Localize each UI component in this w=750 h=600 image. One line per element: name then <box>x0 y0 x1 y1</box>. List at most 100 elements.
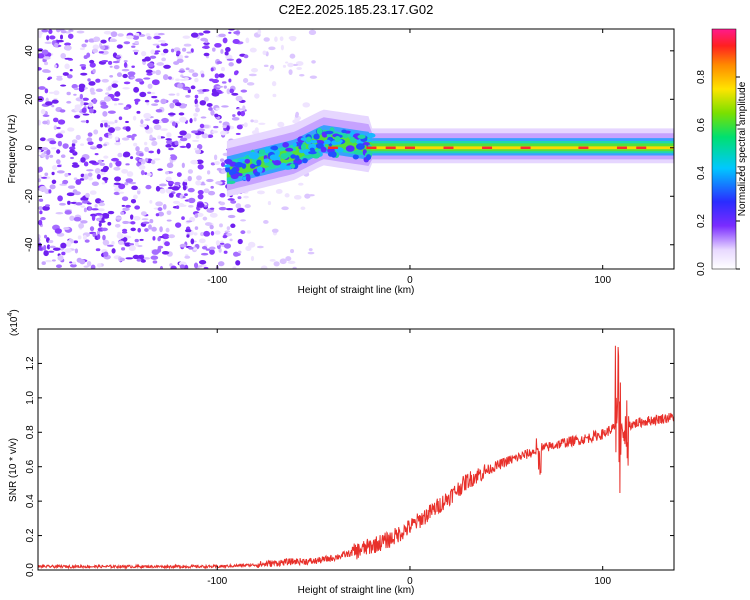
heatmap-noise-cell <box>71 139 78 144</box>
heatmap-noise-cell <box>51 259 56 262</box>
heatmap-noise-cell <box>99 220 106 223</box>
heatmap-noise-cell <box>196 175 202 181</box>
heatmap-noise-cell <box>113 191 121 196</box>
heatmap-noise-cell <box>226 226 231 231</box>
heatmap-noise-cell <box>56 264 62 269</box>
heatmap-noise-cell <box>172 200 181 205</box>
heatmap-noise-cell <box>56 77 63 81</box>
heatmap-noise-cell <box>91 181 99 186</box>
heatmap-noise-cell <box>240 89 248 93</box>
heatmap-noise-cell <box>192 139 200 142</box>
heatmap-noise-cell <box>176 50 181 55</box>
heatmap-noise-cell <box>165 227 170 233</box>
heatmap-noise-cell <box>44 61 49 66</box>
heatmap-noise-cell <box>139 123 147 128</box>
heatmap-noise-cell <box>243 122 248 128</box>
heatmap-noise-cell <box>235 203 242 209</box>
heatmap-noise-cell <box>304 193 311 199</box>
heatmap-frame <box>37 28 675 270</box>
heatmap-noise-cell <box>41 152 46 158</box>
heatmap-noise-cell <box>76 30 85 34</box>
heatmap-noise-cell <box>183 77 189 81</box>
heatmap-noise-cell <box>292 266 297 269</box>
heatmap-signal-cell <box>308 151 317 155</box>
heatmap-noise-cell <box>124 242 132 247</box>
heatmap-noise-cell <box>107 110 116 114</box>
heatmap-noise-cell <box>145 184 152 190</box>
heatmap-noise-cell <box>201 46 210 49</box>
colorbar-tick-label: 0.2 <box>696 214 707 228</box>
heatmap-noise-cell <box>48 29 53 35</box>
heatmap-noise-cell <box>260 265 268 269</box>
heatmap-noise-cell <box>281 206 289 211</box>
heatmap-noise-cell <box>208 107 213 111</box>
heatmap-noise-cell <box>141 58 147 62</box>
heatmap-noise-cell <box>117 102 124 106</box>
heatmap-noise-cell <box>167 112 176 116</box>
heatmap-y-tick-label: 0 <box>24 145 35 151</box>
heatmap-signal-cell <box>256 159 262 166</box>
heatmap-noise-cell <box>123 59 128 63</box>
heatmap-noise-cell <box>56 75 63 78</box>
heatmap-noise-cell <box>203 96 209 102</box>
heatmap-signal-cell <box>357 134 366 139</box>
heatmap-noise-cell <box>213 125 219 129</box>
heatmap-noise-cell <box>157 168 163 171</box>
heatmap-noise-cell <box>300 206 306 211</box>
heatmap-noise-cell <box>100 39 107 44</box>
heatmap-noise-cell <box>118 191 125 194</box>
heatmap-noise-cell <box>170 155 178 161</box>
heatmap-noise-cell <box>140 211 147 216</box>
heatmap-noise-cell <box>38 166 43 173</box>
heatmap-noise-cell <box>195 135 200 139</box>
heatmap-noise-cell <box>226 58 234 61</box>
heatmap-signal-cell <box>365 154 372 161</box>
heatmap-noise-cell <box>91 215 96 222</box>
heatmap-noise-cell <box>187 169 194 174</box>
heatmap-noise-cell <box>203 42 210 46</box>
heatmap-noise-cell <box>112 60 120 64</box>
heatmap-noise-cell <box>177 82 183 89</box>
heatmap-noise-cell <box>155 213 160 217</box>
heatmap-noise-cell <box>211 79 220 84</box>
heatmap-noise-cell <box>243 195 249 199</box>
heatmap-signal-cell <box>245 174 251 182</box>
heatmap-noise-cell <box>279 36 284 42</box>
heatmap-noise-cell <box>150 159 156 165</box>
heatmap-signal-cell <box>269 154 279 161</box>
heatmap-noise-cell <box>109 38 118 43</box>
heatmap-noise-cell <box>66 192 75 197</box>
heatmap-noise-cell <box>121 196 129 202</box>
heatmap-noise-cell <box>85 192 90 198</box>
heatmap-noise-cell <box>214 73 220 79</box>
heatmap-noise-cell <box>54 42 59 48</box>
heatmap-noise-cell <box>121 228 128 233</box>
heatmap-noise-cell <box>133 194 138 200</box>
heatmap-noise-cell <box>193 247 198 251</box>
heatmap-noise-cell <box>158 120 163 124</box>
heatmap-noise-cell <box>179 264 185 269</box>
heatmap-noise-cell <box>187 175 192 182</box>
heatmap-noise-cell <box>203 266 209 269</box>
heatmap-noise-cell <box>45 204 50 207</box>
heatmap-y-tick-label: 20 <box>24 93 35 105</box>
heatmap-signal-cell <box>310 139 318 144</box>
heatmap-noise-cell <box>308 248 313 252</box>
heatmap-noise-cell <box>151 103 159 106</box>
heatmap-noise-cell <box>263 64 269 68</box>
heatmap-noise-cell <box>134 238 139 243</box>
heatmap-noise-cell <box>195 180 202 186</box>
heatmap-noise-cell <box>46 149 51 156</box>
heatmap-noise-cell <box>157 207 163 212</box>
heatmap-noise-cell <box>194 213 199 218</box>
snr-x-tick-label: 0 <box>407 576 413 587</box>
heatmap-noise-cell <box>232 114 236 117</box>
heatmap-noise-cell <box>221 169 227 174</box>
heatmap-noise-cell <box>44 41 53 45</box>
heatmap-noise-cell <box>197 193 204 200</box>
colorbar-tick-label: 0.0 <box>696 262 707 276</box>
heatmap-noise-cell <box>215 181 223 185</box>
heatmap-noise-cell <box>45 154 50 160</box>
heatmap-noise-cell <box>111 241 115 245</box>
heatmap-noise-cell <box>67 33 74 39</box>
